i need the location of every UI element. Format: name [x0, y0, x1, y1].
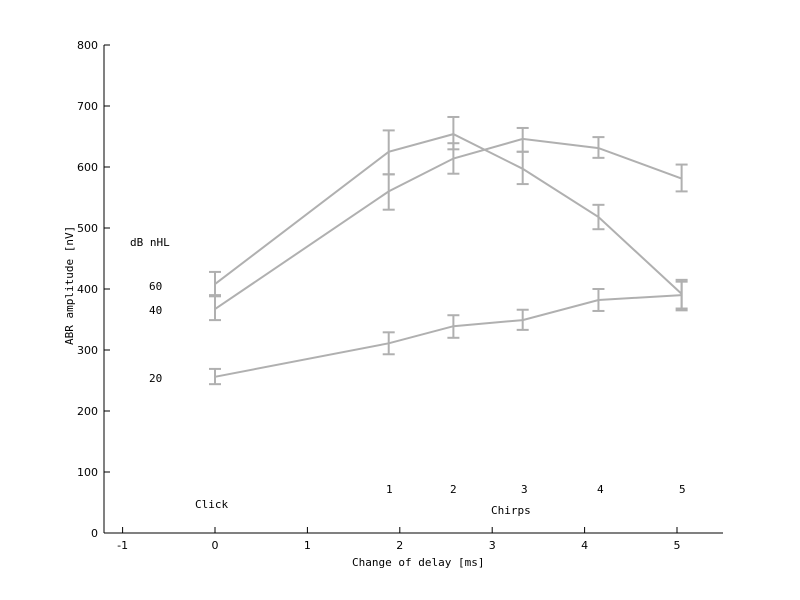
- chirps-label: Chirps: [491, 504, 531, 517]
- chirp-number-1: 1: [386, 483, 393, 496]
- axes: 0 100 200 300 400 500 600 700 800 -1 0 1 2 3 4 5: [77, 39, 723, 552]
- x-tick-label: 5: [674, 539, 681, 552]
- series-60-db: [209, 115, 688, 312]
- chirp-number-5: 5: [679, 483, 686, 496]
- chirp-number-4: 4: [597, 483, 604, 496]
- y-tick-label: 700: [77, 100, 98, 113]
- click-label: Click: [195, 498, 228, 511]
- x-tick-label: 2: [396, 539, 403, 552]
- series-40-db: [209, 126, 688, 322]
- legend-entry-40: 40: [149, 304, 162, 317]
- y-tick-label: 400: [77, 283, 98, 296]
- legend-entry-20: 20: [149, 372, 162, 385]
- x-axis-title: Change of delay [ms]: [352, 556, 484, 569]
- annotations: dB nHL 60 40 20 Click Chirps 1 2 3 4 5 C…: [63, 226, 686, 569]
- legend-entry-60: 60: [149, 280, 162, 293]
- legend-title: dB nHL: [130, 236, 170, 249]
- x-tick-label: 1: [304, 539, 311, 552]
- y-tick-label: 300: [77, 344, 98, 357]
- x-tick-label: 4: [581, 539, 588, 552]
- y-tick-label: 0: [91, 527, 98, 540]
- y-tick-label: 800: [77, 39, 98, 52]
- x-tick-label: 3: [489, 539, 496, 552]
- y-tick-label: 600: [77, 161, 98, 174]
- chirp-number-3: 3: [521, 483, 528, 496]
- series-line: [214, 294, 682, 378]
- y-tick-label: 500: [77, 222, 98, 235]
- y-tick-label: 200: [77, 405, 98, 418]
- series-layer: [209, 115, 688, 386]
- x-tick-label: 0: [212, 539, 219, 552]
- y-axis-title: ABR amplitude [nV]: [63, 226, 76, 345]
- series-line: [214, 133, 683, 295]
- chirp-number-2: 2: [450, 483, 457, 496]
- y-tick-label: 100: [77, 466, 98, 479]
- series-line: [214, 137, 682, 310]
- series-20-db: [209, 280, 688, 386]
- x-tick-label: -1: [117, 539, 128, 552]
